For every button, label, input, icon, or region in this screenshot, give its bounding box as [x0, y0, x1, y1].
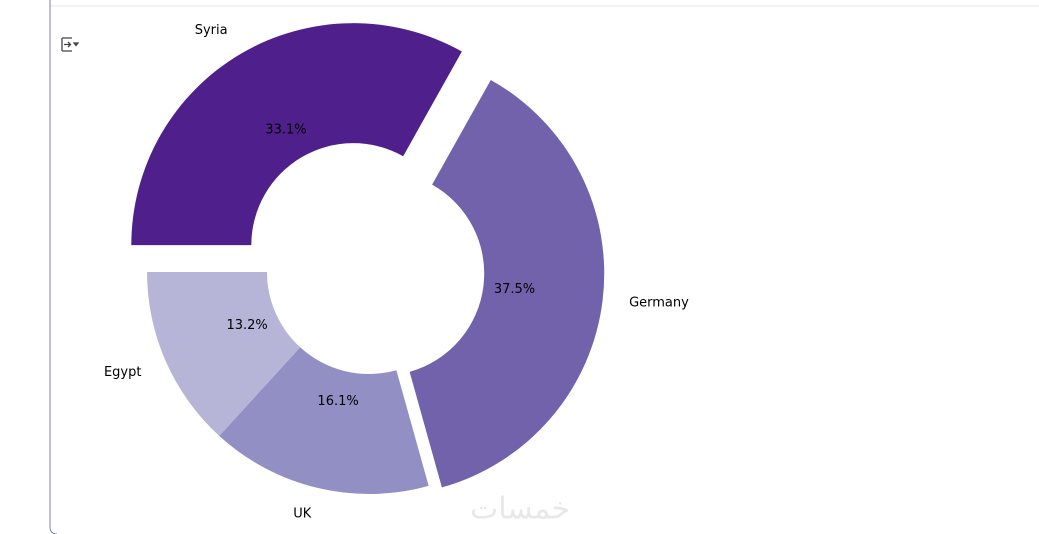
wedge	[147, 272, 301, 436]
category-label: UK	[293, 506, 312, 521]
wedge	[131, 23, 462, 246]
wedge	[409, 79, 605, 488]
percent-label: 13.2%	[226, 318, 267, 333]
output-icon[interactable]	[61, 37, 80, 52]
percent-label: 37.5%	[494, 282, 535, 297]
category-label: Syria	[195, 23, 228, 38]
percent-label: 16.1%	[317, 394, 358, 409]
category-label: Germany	[629, 296, 689, 311]
wedge	[219, 347, 429, 494]
watermark: خمسات	[470, 492, 570, 527]
percent-label: 33.1%	[265, 123, 306, 138]
cell-left-border	[49, 0, 58, 534]
category-label: Egypt	[104, 365, 142, 380]
